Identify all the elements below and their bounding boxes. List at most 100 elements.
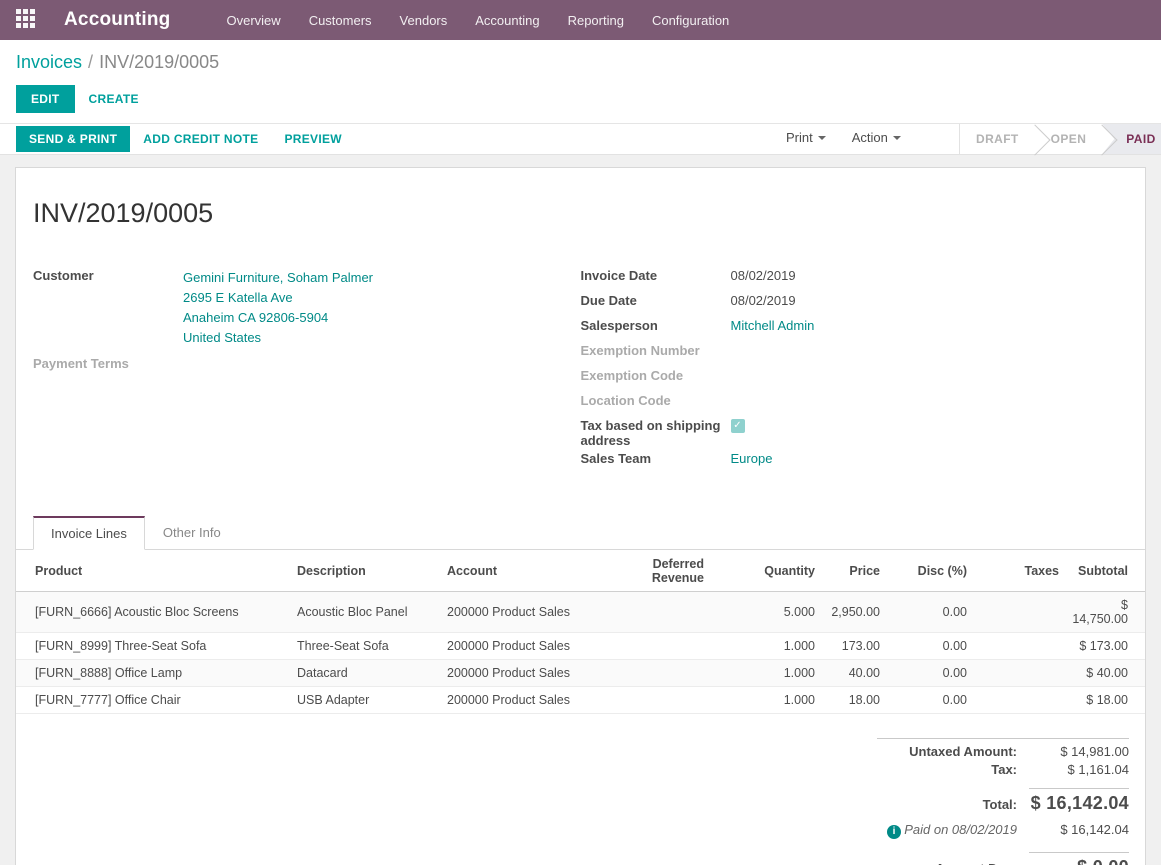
table-row[interactable]: [FURN_7777] Office Chair USB Adapter 200… [16,686,1145,713]
tax-shipping-checkbox[interactable]: ✓ [731,419,745,433]
cell-disc: 0.00 [884,591,971,632]
due-date-field: Due Date 08/02/2019 [581,291,1129,316]
nav-item-overview[interactable]: Overview [227,13,281,28]
cell-account: 200000 Product Sales [443,591,600,632]
tab-bar: Invoice Lines Other Info [16,515,1145,550]
payment-terms-label: Payment Terms [33,354,183,371]
salesperson-label: Salesperson [581,316,731,333]
untaxed-amount-row: Untaxed Amount: $ 14,981.00 [877,738,1129,762]
cell-description: Datacard [293,659,443,686]
nav-item-vendors[interactable]: Vendors [400,13,448,28]
cell-taxes [971,659,1063,686]
sales-team-link[interactable]: Europe [731,449,773,466]
customer-label: Customer [33,266,183,283]
invoice-date-value: 08/02/2019 [731,266,796,283]
location-code-field: Location Code [581,391,1129,416]
cell-disc: 0.00 [884,632,971,659]
table-row[interactable]: [FURN_8888] Office Lamp Datacard 200000 … [16,659,1145,686]
print-dropdown[interactable]: Print [786,130,826,145]
invoice-lines-table: Product Description Account Deferred Rev… [16,550,1145,714]
tab-other-info[interactable]: Other Info [145,516,239,550]
cell-taxes [971,591,1063,632]
total-label: Total: [877,797,1029,812]
nav-item-reporting[interactable]: Reporting [568,13,624,28]
cell-disc: 0.00 [884,686,971,713]
cell-price: 173.00 [819,632,884,659]
nav-item-configuration[interactable]: Configuration [652,13,729,28]
col-disc: Disc (%) [884,550,971,592]
field-group-left: Customer Gemini Furniture, Soham Palmer … [33,266,581,474]
amount-due-value: $ 0.00 [1029,852,1129,865]
nav-item-accounting[interactable]: Accounting [475,13,539,28]
field-group-right: Invoice Date 08/02/2019 Due Date 08/02/2… [581,266,1129,474]
cell-account: 200000 Product Sales [443,659,600,686]
col-account: Account [443,550,600,592]
customer-country-link[interactable]: United States [183,328,373,348]
sales-team-label: Sales Team [581,449,731,466]
col-subtotal: Subtotal [1063,550,1145,592]
control-panel-buttons: EDIT CREATE [16,85,1145,113]
cell-taxes [971,686,1063,713]
statusbar: SEND & PRINT ADD CREDIT NOTE PREVIEW DRA… [0,123,1161,155]
customer-street-link[interactable]: 2695 E Katella Ave [183,288,373,308]
tax-value: $ 1,161.04 [1029,762,1129,777]
payment-terms-field: Payment Terms [33,354,581,379]
tab-invoice-lines[interactable]: Invoice Lines [33,516,145,550]
app-title: Accounting [64,9,171,31]
table-row[interactable]: [FURN_6666] Acoustic Bloc Screens Acoust… [16,591,1145,632]
salesperson-field: Salesperson Mitchell Admin [581,316,1129,341]
nav-item-customers[interactable]: Customers [309,13,372,28]
totals-block: Untaxed Amount: $ 14,981.00 Tax: $ 1,161… [877,738,1129,865]
customer-city-link[interactable]: Anaheim CA 92806-5904 [183,308,373,328]
breadcrumb-invoices-link[interactable]: Invoices [16,52,82,72]
notebook: Invoice Lines Other Info Product Descrip… [16,515,1145,714]
location-code-label: Location Code [581,391,731,408]
table-row[interactable]: [FURN_8999] Three-Seat Sofa Three-Seat S… [16,632,1145,659]
col-price: Price [819,550,884,592]
caret-down-icon [818,136,826,140]
create-button[interactable]: CREATE [75,85,153,113]
status-pipeline: DRAFT OPEN PAID [959,124,1161,154]
amount-due-row: Amount Due: $ 0.00 [877,852,1129,865]
cell-description: Acoustic Bloc Panel [293,591,443,632]
cell-deferred [600,659,708,686]
customer-name-link[interactable]: Gemini Furniture, Soham Palmer [183,268,373,288]
edit-button[interactable]: EDIT [16,85,75,113]
exemption-code-field: Exemption Code [581,366,1129,391]
field-group: Customer Gemini Furniture, Soham Palmer … [33,266,1128,474]
cell-product: [FURN_8999] Three-Seat Sofa [16,632,293,659]
cell-subtotal: $ 173.00 [1063,632,1145,659]
add-credit-note-button[interactable]: ADD CREDIT NOTE [130,126,271,152]
col-product: Product [16,550,293,592]
untaxed-amount-label: Untaxed Amount: [877,744,1029,759]
control-panel: Invoices/INV/2019/0005 EDIT CREATE Print… [0,40,1161,123]
cell-account: 200000 Product Sales [443,686,600,713]
apps-grid-icon[interactable] [16,9,38,31]
salesperson-link[interactable]: Mitchell Admin [731,316,815,333]
cell-product: [FURN_6666] Acoustic Bloc Screens [16,591,293,632]
preview-button[interactable]: PREVIEW [271,126,354,152]
cell-deferred [600,591,708,632]
control-panel-dropdowns: Print Action [786,130,901,145]
totals-zone: Untaxed Amount: $ 14,981.00 Tax: $ 1,161… [16,738,1145,865]
cell-quantity: 1.000 [708,632,819,659]
send-print-button[interactable]: SEND & PRINT [16,126,130,152]
invoice-date-field: Invoice Date 08/02/2019 [581,266,1129,291]
due-date-label: Due Date [581,291,731,308]
cell-disc: 0.00 [884,659,971,686]
col-taxes: Taxes [971,550,1063,592]
caret-down-icon [893,136,901,140]
table-header-row: Product Description Account Deferred Rev… [16,550,1145,592]
invoice-date-label: Invoice Date [581,266,731,283]
cell-taxes [971,632,1063,659]
customer-value: Gemini Furniture, Soham Palmer 2695 E Ka… [183,266,373,348]
action-dropdown[interactable]: Action [852,130,901,145]
untaxed-amount-value: $ 14,981.00 [1029,744,1129,759]
due-date-value: 08/02/2019 [731,291,796,308]
cell-product: [FURN_8888] Office Lamp [16,659,293,686]
tax-label: Tax: [877,762,1029,777]
cell-price: 40.00 [819,659,884,686]
invoice-number-title: INV/2019/0005 [33,198,1128,229]
cell-price: 2,950.00 [819,591,884,632]
info-icon[interactable]: i [887,825,901,839]
